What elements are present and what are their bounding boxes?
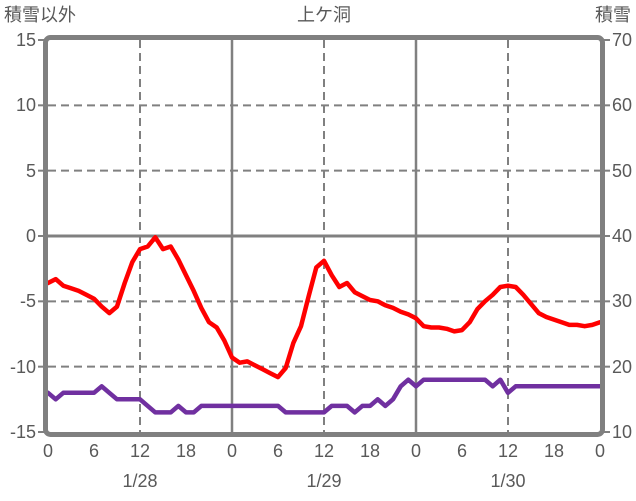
x-axis-hour-label: 12	[313, 441, 335, 461]
right-axis-tick-label: 60	[612, 95, 633, 116]
x-axis-hour-label: 12	[129, 441, 151, 461]
x-axis-date-label: 1/29	[306, 471, 342, 491]
right-axis-tick-label: 70	[612, 30, 633, 50]
x-axis-hour-label: 18	[175, 441, 197, 461]
x-axis-hour-label: 0	[226, 441, 237, 461]
x-axis-hour-label: 12	[497, 441, 519, 461]
left-axis-tick-label: -5	[19, 291, 36, 312]
x-axis-hour-label: 6	[272, 441, 283, 461]
left-axis-tick-label: 5	[25, 160, 36, 181]
x-axis-hour-label: 0	[42, 441, 53, 461]
x-axis-hour-label: 18	[543, 441, 565, 461]
left-axis-tick-label: 0	[25, 226, 36, 246]
left-axis-title: 積雪以外	[4, 5, 76, 25]
right-axis-tick-label: 30	[612, 291, 633, 312]
x-axis-hour-label: 0	[594, 441, 605, 461]
x-axis-hour-label: 0	[410, 441, 421, 461]
left-axis-tick-label: 10	[15, 95, 36, 116]
x-axis-date-label: 1/30	[490, 471, 526, 491]
snow-depth-line	[45, 377, 603, 415]
right-axis-tick-label: 10	[612, 422, 633, 442]
temperature-line	[45, 235, 603, 380]
left-axis-tick-label: -15	[9, 422, 36, 442]
right-axis-tick-label: 20	[612, 356, 633, 377]
x-axis-date-label: 1/28	[122, 471, 158, 491]
x-axis-hour-label: 18	[359, 441, 381, 461]
right-axis-tick-label: 50	[612, 160, 633, 181]
x-axis-hour-label: 6	[456, 441, 467, 461]
right-axis-title: 積雪	[595, 5, 631, 25]
x-axis-hour-label: 6	[88, 441, 99, 461]
plot-border	[43, 35, 605, 437]
right-axis-tick-label: 40	[612, 226, 633, 246]
left-axis-tick-label: 15	[15, 30, 36, 50]
chart-title: 上ケ洞	[297, 5, 351, 25]
left-axis-tick-label: -10	[9, 356, 36, 377]
